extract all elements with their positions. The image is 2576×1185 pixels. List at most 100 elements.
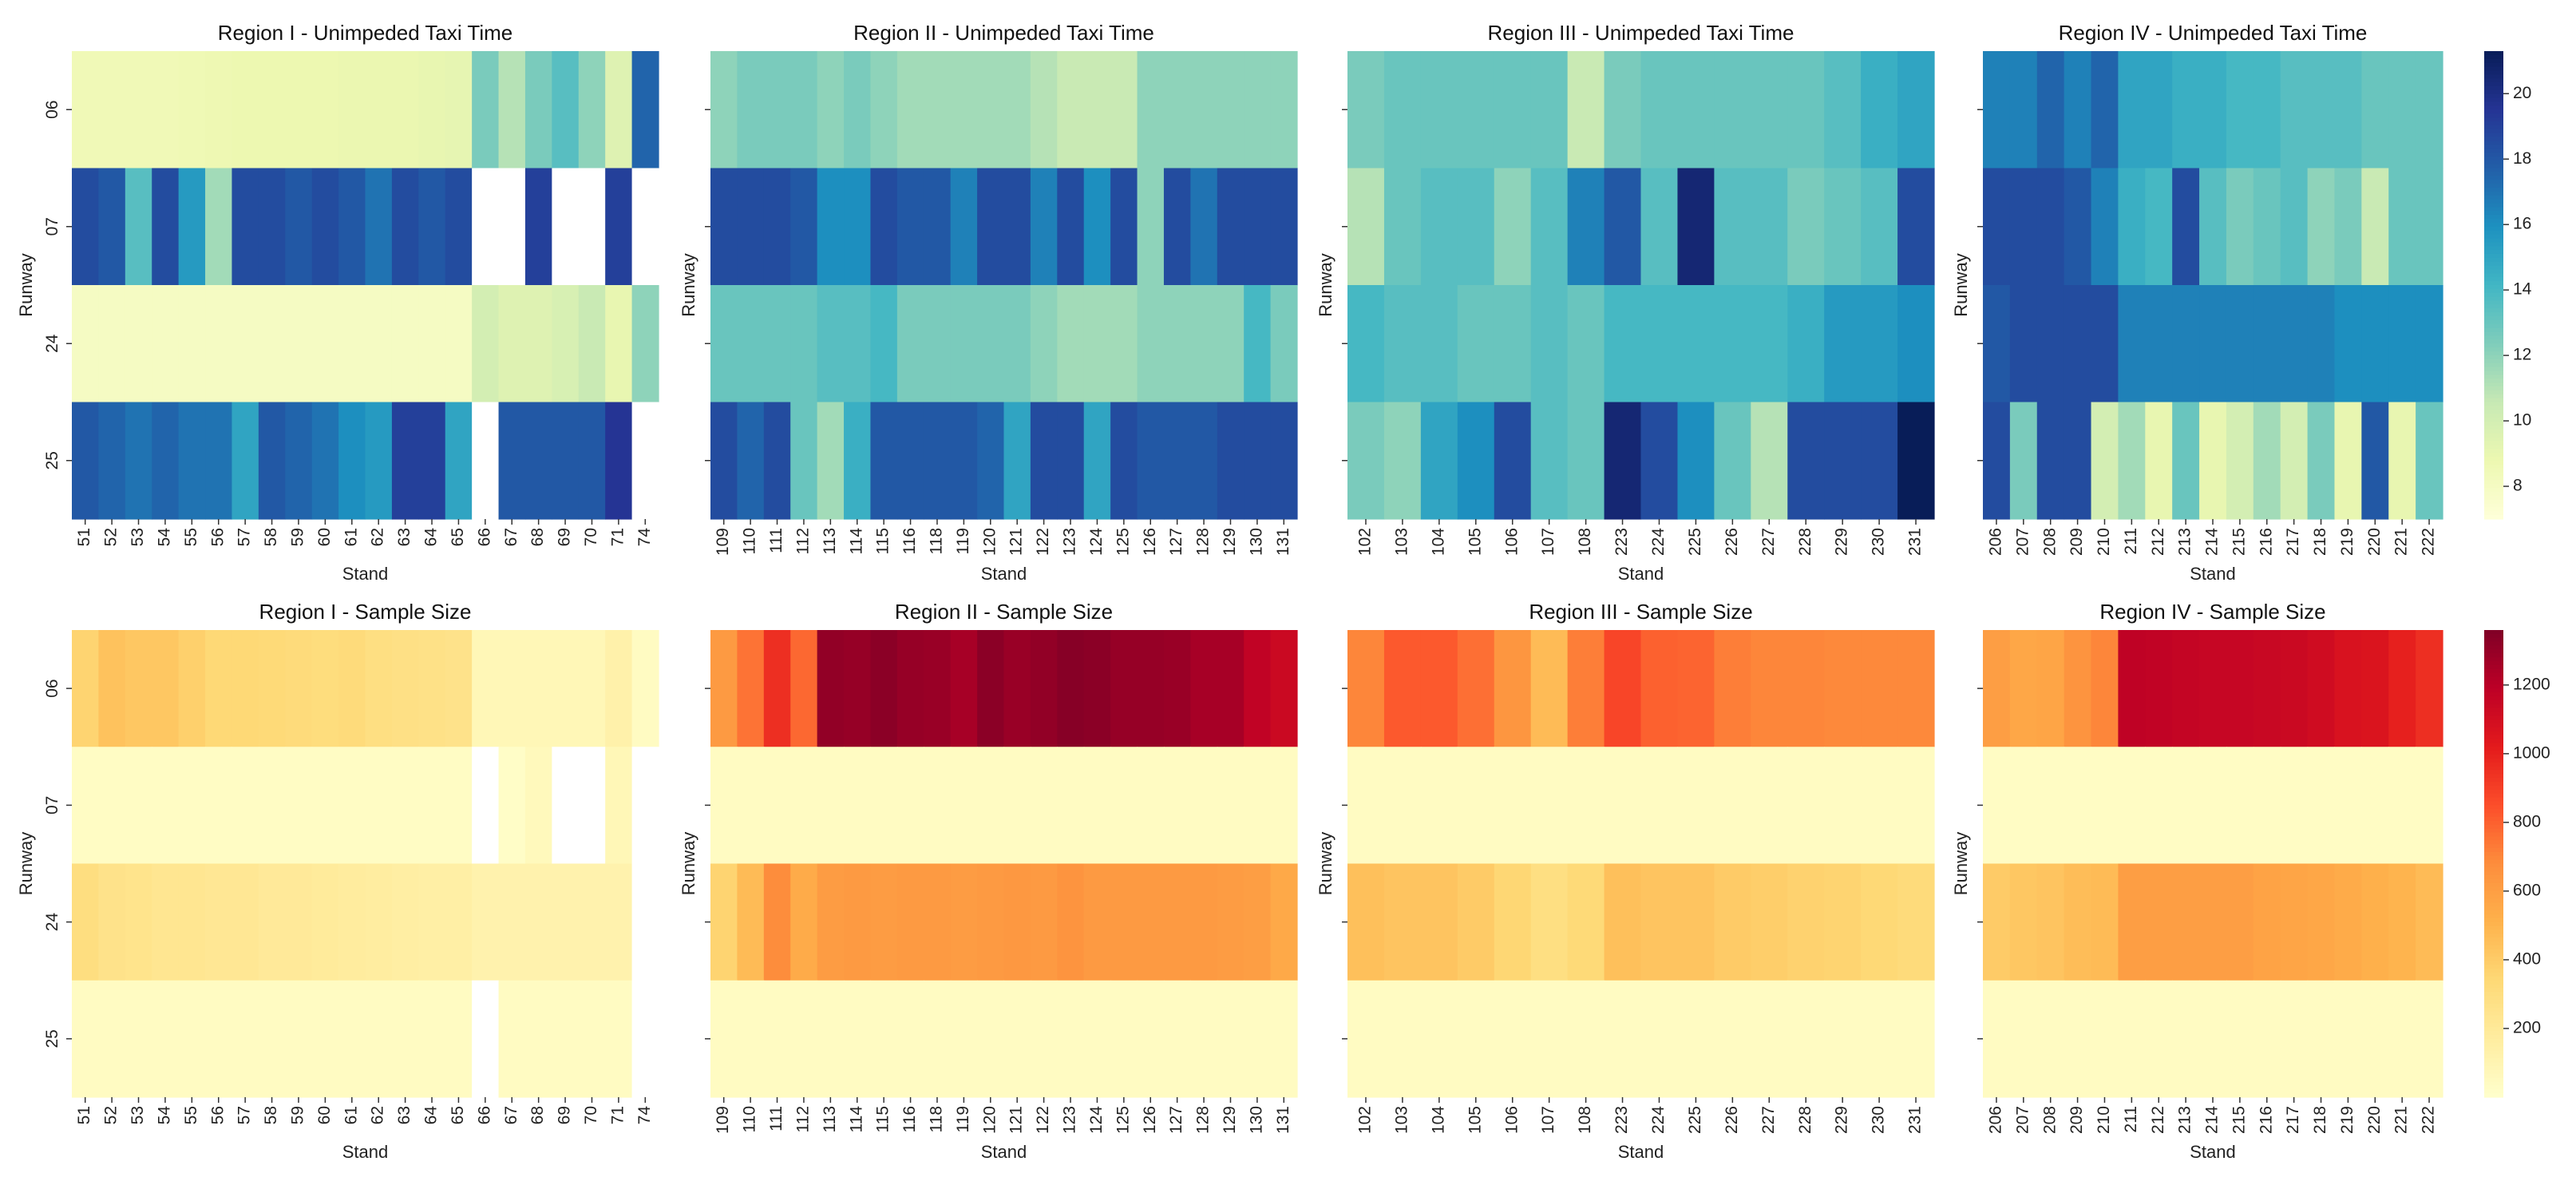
colorbar-segment [2484,82,2503,87]
panel-title: Region I - Sample Size [259,600,472,624]
colorbar-segment [2484,62,2503,68]
heatmap-cell [1190,747,1218,865]
colorbar-segment [2484,661,2503,666]
x-tick-label: 215 [2230,1106,2248,1134]
heatmap-cell [1787,285,1825,403]
colorbar-segment [2484,832,2503,837]
heatmap-cell [472,630,500,747]
heatmap-cell [844,285,872,403]
heatmap-cell [763,747,791,865]
heatmap-cell [258,285,286,403]
heatmap-cell [2118,51,2146,169]
heatmap-cell [870,168,898,286]
heatmap-cell [790,51,818,169]
x-tick-label: 71 [608,528,627,546]
colorbar-segment [2484,304,2503,309]
y-axis-label: Runway [16,253,36,316]
x-tick-label: 69 [556,528,574,546]
x-tick-label: 108 [1576,528,1594,556]
heatmap-cell [498,51,526,169]
heatmap-cell [2253,630,2281,747]
y-tick-label: 25 [43,451,61,470]
heatmap-cell [311,285,339,403]
heatmap-cell [1110,285,1138,403]
colorbar-segment [2484,1077,2503,1083]
colorbar-segment [2484,378,2503,383]
x-tick-label: 61 [342,528,360,546]
heatmap-cell [578,630,606,747]
colorbar-segment [2484,476,2503,481]
heatmap-cell [231,168,259,286]
colorbar-segment [2484,906,2503,911]
colorbar-segment [2484,176,2503,180]
colorbar-segment [2484,739,2503,743]
heatmap-cell [552,863,580,981]
x-tick-label: 70 [582,528,600,546]
colorbar-segment [2484,988,2503,993]
colorbar-segment [2484,137,2503,141]
heatmap-cell [1383,51,1422,169]
heatmap-cell [1677,285,1715,403]
colorbar-tick-label: 1000 [2513,743,2550,762]
heatmap-cell [152,402,180,520]
heatmap-cell [896,630,924,747]
heatmap-cell [98,168,126,286]
colorbar-segment [2484,817,2503,822]
heatmap-cell [1270,51,1298,169]
x-tick-label: 216 [2257,1106,2275,1134]
colorbar-segment [2484,187,2503,192]
heatmap-cell [1110,980,1138,1098]
heatmap-cell [2253,402,2281,520]
heatmap-cell [258,630,286,747]
heatmap-cell [1530,980,1569,1098]
heatmap-cell [1530,168,1569,286]
heatmap-cell [1567,863,1605,981]
heatmap-cell [1270,285,1298,403]
heatmap-cell [2064,51,2092,169]
heatmap-cell [1137,863,1165,981]
heatmap-cell [2388,402,2416,520]
heatmap-cell [1677,980,1715,1098]
colorbar-segment [2484,969,2503,973]
heatmap-cell [125,980,152,1098]
colorbar-segment [2484,66,2503,72]
heatmap-cell [1030,863,1058,981]
x-tick-label: 110 [741,528,759,554]
colorbar-segment [2484,1042,2503,1048]
heatmap-cell [950,747,978,865]
colorbar-segment [2484,406,2503,410]
heatmap-cell [1983,747,2011,865]
heatmap-cell [2280,51,2309,169]
heatmap-cell [1640,980,1679,1098]
heatmap-cell [498,630,526,747]
colorbar-tick-label: 10 [2513,411,2531,430]
colorbar-segment [2484,933,2503,938]
heatmap-cell [2199,402,2227,520]
heatmap-cell [125,747,152,865]
x-tick-label: 103 [1392,1106,1411,1134]
heatmap-cell [844,51,872,169]
heatmap-cell [631,980,659,1098]
heatmap-cell [472,285,500,403]
colorbar-segment [2484,160,2503,165]
heatmap-cell [631,168,659,286]
x-tick-label: 125 [1114,528,1132,556]
x-tick-label: 58 [262,1106,280,1124]
heatmap-cell [524,51,552,169]
heatmap-cell [498,168,526,286]
heatmap-cell [1640,51,1679,169]
colorbar-taxi-time: 8 10 12 14 16 18 20 [2484,51,2532,520]
x-tick-label: 68 [528,528,547,546]
heatmap-cell [418,402,446,520]
colorbar-segment [2484,782,2503,787]
colorbar-segment [2484,755,2503,759]
x-tick-label: 127 [1167,528,1185,556]
x-tick-label: 212 [2149,528,2167,556]
heatmap-cell [2036,168,2065,286]
heatmap-cell [844,630,872,747]
heatmap-cell [285,51,313,169]
heatmap-cell [1110,863,1138,981]
colorbar-segment [2484,273,2503,278]
heatmap-cell [790,285,818,403]
heatmap-cell [445,630,473,747]
